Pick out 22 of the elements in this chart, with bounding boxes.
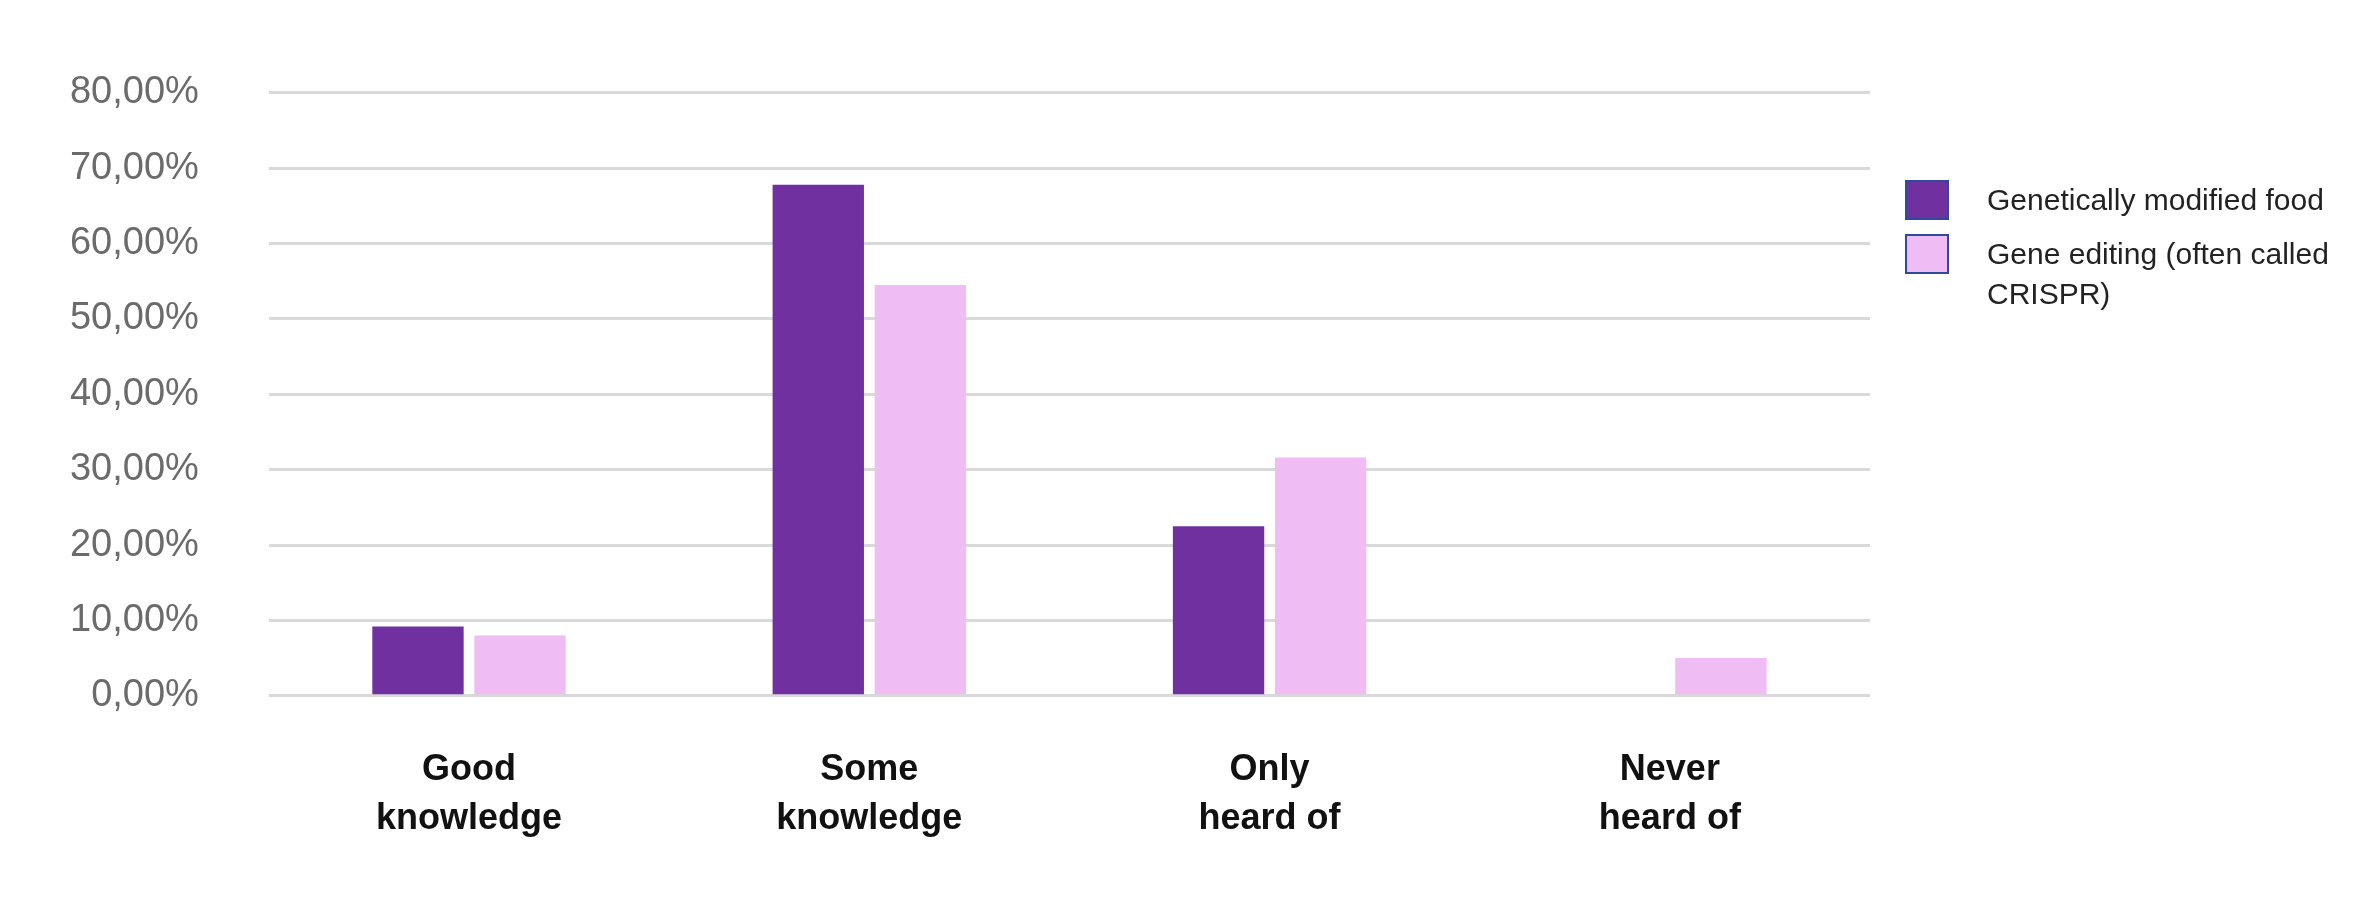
x-tick-label: Never heard of [1598,747,1742,837]
x-tick-label: Only heard of [1198,747,1342,837]
y-tick-label: 40,00% [69,370,199,413]
y-tick-label: 30,00% [69,446,199,489]
legend-label: Genetically modified food [1987,182,2324,218]
bar [772,184,864,695]
y-tick-label: 10,00% [69,596,199,639]
y-tick-label: 80,00% [69,69,199,112]
y-tick-label: 20,00% [69,521,199,564]
y-tick-label: 60,00% [69,220,199,263]
bar [1172,526,1265,695]
y-tick-label: 0,00% [91,672,199,715]
y-tick-label: 70,00% [69,144,199,187]
y-tick-label: 50,00% [69,295,199,338]
bar [474,635,566,695]
bar [874,285,967,695]
bar [1274,457,1367,695]
x-tick-label: Some knowledge [776,747,963,837]
legend-label: Gene editing (often called CRISPR) [1987,236,2330,312]
bar [372,626,464,695]
x-tick-label: Good knowledge [376,747,563,837]
bar [1675,658,1767,695]
